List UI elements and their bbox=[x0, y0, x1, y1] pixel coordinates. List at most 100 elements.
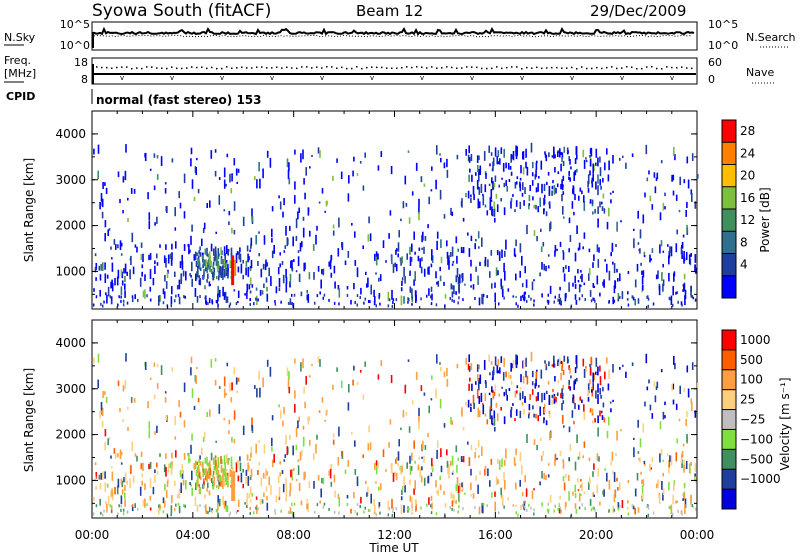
velocity-echo bbox=[351, 432, 353, 435]
power-echo bbox=[502, 289, 504, 298]
velocity-echo bbox=[414, 499, 417, 506]
velocity-echo bbox=[657, 479, 659, 488]
power-echo bbox=[597, 206, 599, 215]
velocity-echo bbox=[452, 469, 455, 473]
velocity-echo bbox=[646, 504, 648, 508]
velocity-echo bbox=[503, 391, 506, 397]
power-echo bbox=[567, 150, 569, 154]
power-echo bbox=[673, 146, 675, 156]
velocity-echo bbox=[219, 474, 221, 482]
velocity-echo bbox=[237, 377, 240, 382]
power-echo bbox=[319, 291, 321, 295]
velocity-echo bbox=[302, 358, 304, 369]
velocity-echo bbox=[464, 492, 466, 495]
nave-point bbox=[561, 67, 563, 69]
power-echo bbox=[401, 277, 404, 281]
velocity-echo bbox=[525, 357, 527, 367]
power-echo bbox=[240, 263, 243, 274]
nave-point bbox=[176, 67, 178, 70]
power-echo bbox=[195, 167, 197, 175]
power-echo bbox=[295, 218, 298, 229]
power-echo bbox=[526, 166, 529, 176]
nave-point bbox=[681, 66, 683, 68]
nave-point bbox=[211, 66, 213, 69]
power-echo bbox=[462, 298, 464, 302]
power-echo bbox=[117, 171, 120, 178]
power-echo bbox=[547, 254, 550, 257]
power-echo bbox=[271, 206, 274, 212]
velocity-echo bbox=[121, 489, 124, 495]
velocity-echo bbox=[322, 505, 324, 509]
colorbar-swatch bbox=[722, 275, 736, 298]
power-echo bbox=[504, 271, 506, 281]
velocity-echo bbox=[365, 480, 367, 485]
velocity-echo bbox=[496, 364, 499, 374]
power-echo bbox=[271, 238, 273, 243]
power-echo bbox=[549, 223, 551, 232]
velocity-echo bbox=[374, 505, 376, 513]
power-echo bbox=[602, 281, 604, 286]
power-echo bbox=[580, 270, 582, 273]
power-echo bbox=[500, 278, 502, 287]
velocity-echo bbox=[332, 439, 335, 445]
nsky-tick-bottom: 10^0 bbox=[60, 39, 90, 52]
power-echo bbox=[588, 268, 591, 276]
velocity-echo bbox=[649, 463, 651, 472]
power-echo bbox=[420, 176, 423, 183]
power-echo bbox=[277, 267, 280, 275]
velocity-echo bbox=[443, 371, 446, 378]
power-echo bbox=[540, 160, 543, 170]
power-echo bbox=[599, 292, 601, 297]
power-echo bbox=[436, 240, 438, 250]
velocity-echo bbox=[261, 499, 264, 504]
power-echo bbox=[690, 253, 692, 257]
velocity-echo bbox=[533, 413, 535, 418]
power-echo bbox=[449, 297, 451, 300]
power-echo bbox=[178, 191, 180, 199]
power-echo bbox=[430, 189, 433, 192]
power-echo bbox=[320, 279, 322, 289]
velocity-echo bbox=[248, 493, 251, 499]
power-echo bbox=[694, 267, 697, 274]
velocity-echo bbox=[690, 495, 692, 505]
colorbar-tick-label: −1000 bbox=[740, 472, 781, 486]
power-echo bbox=[558, 293, 561, 297]
power-echo bbox=[606, 221, 609, 230]
velocity-echo bbox=[465, 358, 467, 365]
nave-point bbox=[126, 66, 128, 68]
velocity-echo bbox=[619, 482, 621, 491]
velocity-echo bbox=[482, 402, 484, 405]
power-echo bbox=[229, 173, 231, 183]
velocity-echo bbox=[559, 450, 562, 456]
velocity-echo bbox=[401, 489, 403, 495]
nave-point bbox=[471, 66, 473, 68]
power-echo bbox=[525, 148, 527, 158]
power-echo bbox=[162, 301, 165, 305]
power-echo bbox=[613, 263, 616, 273]
power-echo bbox=[472, 185, 475, 195]
power-echo bbox=[672, 190, 675, 196]
power-echo bbox=[646, 295, 648, 299]
power-echo bbox=[179, 202, 182, 209]
velocity-echo bbox=[681, 459, 683, 468]
velocity-echo bbox=[275, 495, 278, 503]
velocity-echo bbox=[606, 472, 608, 482]
velocity-echo bbox=[273, 453, 275, 463]
power-echo bbox=[104, 182, 106, 186]
velocity-echo bbox=[488, 354, 490, 362]
nave-point bbox=[166, 67, 168, 70]
power-echo bbox=[199, 295, 201, 298]
velocity-echo bbox=[326, 409, 328, 414]
velocity-echo bbox=[602, 490, 604, 495]
velocity-echo bbox=[597, 394, 599, 405]
power-echo bbox=[489, 271, 491, 278]
velocity-echo bbox=[391, 498, 393, 509]
velocity-echo bbox=[447, 466, 449, 475]
power-echo bbox=[609, 192, 612, 195]
velocity-echo bbox=[682, 443, 685, 447]
velocity-echo bbox=[594, 418, 596, 423]
power-echo bbox=[597, 218, 599, 228]
power-echo bbox=[632, 296, 635, 301]
velocity-echo bbox=[250, 446, 253, 456]
power-echo bbox=[660, 240, 663, 247]
